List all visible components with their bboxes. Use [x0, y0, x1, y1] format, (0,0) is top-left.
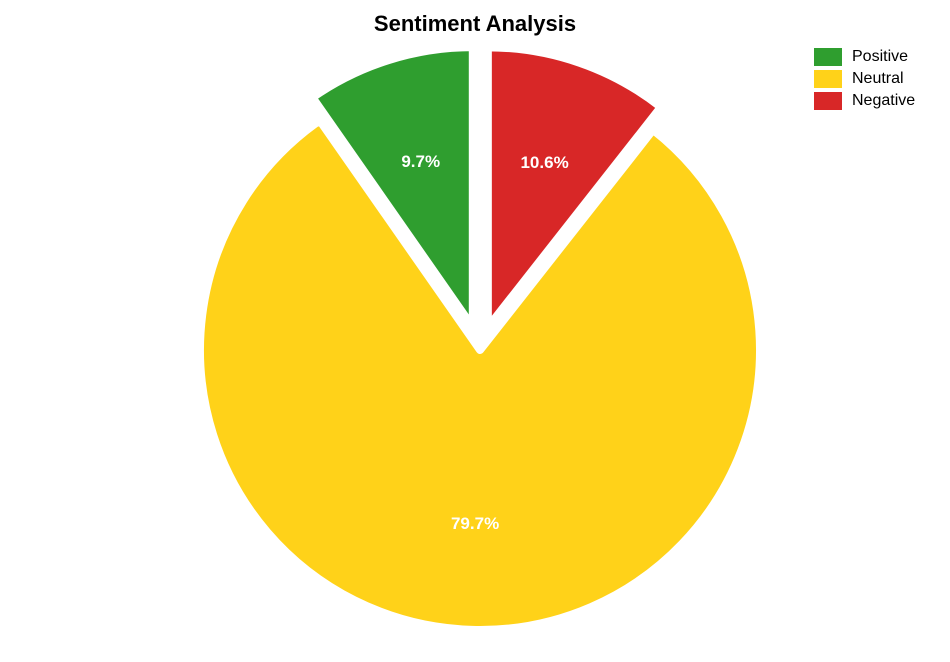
- legend-label-neutral: Neutral: [852, 70, 904, 88]
- legend-swatch-neutral: [814, 70, 842, 88]
- pie-label-neutral: 79.7%: [451, 514, 499, 534]
- legend: Positive Neutral Negative: [814, 48, 915, 114]
- legend-label-positive: Positive: [852, 48, 908, 66]
- legend-item-neutral: Neutral: [814, 70, 915, 88]
- pie-label-negative: 10.6%: [520, 153, 568, 173]
- pie-label-positive: 9.7%: [401, 152, 440, 172]
- legend-item-negative: Negative: [814, 92, 915, 110]
- pie-chart: [0, 0, 950, 662]
- legend-swatch-positive: [814, 48, 842, 66]
- legend-swatch-negative: [814, 92, 842, 110]
- pie-slice-neutral: [200, 120, 760, 630]
- legend-item-positive: Positive: [814, 48, 915, 66]
- legend-label-negative: Negative: [852, 92, 915, 110]
